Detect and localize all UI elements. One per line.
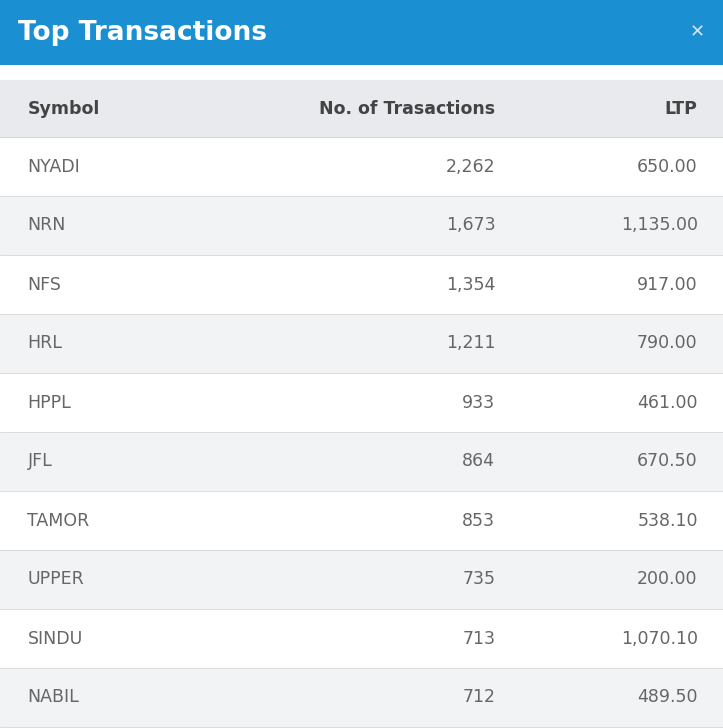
Text: 1,354: 1,354 — [446, 275, 495, 293]
Text: ✕: ✕ — [690, 23, 705, 41]
Bar — [0, 255, 723, 314]
Bar — [0, 137, 723, 196]
Text: 1,135.00: 1,135.00 — [620, 216, 698, 234]
Text: 933: 933 — [462, 394, 495, 411]
Text: NYADI: NYADI — [27, 157, 80, 175]
Text: No. of Trasactions: No. of Trasactions — [319, 100, 495, 117]
Text: Symbol: Symbol — [27, 100, 100, 117]
Bar — [0, 668, 723, 727]
Text: 712: 712 — [462, 689, 495, 706]
Text: 200.00: 200.00 — [637, 571, 698, 588]
Text: 461.00: 461.00 — [637, 394, 698, 411]
Text: Top Transactions: Top Transactions — [18, 20, 267, 45]
Text: 1,070.10: 1,070.10 — [620, 630, 698, 647]
Bar — [0, 65, 723, 80]
Text: NFS: NFS — [27, 275, 61, 293]
Text: 790.00: 790.00 — [637, 334, 698, 352]
Text: SINDU: SINDU — [27, 630, 82, 647]
Text: 917.00: 917.00 — [637, 275, 698, 293]
Text: UPPER: UPPER — [27, 571, 84, 588]
Text: 670.50: 670.50 — [637, 453, 698, 470]
Bar — [0, 196, 723, 255]
Text: 489.50: 489.50 — [637, 689, 698, 706]
Text: HRL: HRL — [27, 334, 62, 352]
Text: LTP: LTP — [665, 100, 698, 117]
Text: 713: 713 — [462, 630, 495, 647]
Text: 864: 864 — [462, 453, 495, 470]
Bar — [0, 314, 723, 373]
Text: 853: 853 — [462, 512, 495, 529]
Bar — [0, 80, 723, 137]
Text: TAMOR: TAMOR — [27, 512, 90, 529]
Text: HPPL: HPPL — [27, 394, 72, 411]
Text: JFL: JFL — [27, 453, 52, 470]
Text: 538.10: 538.10 — [637, 512, 698, 529]
Bar — [0, 609, 723, 668]
Text: NABIL: NABIL — [27, 689, 80, 706]
Bar — [0, 491, 723, 550]
Text: 1,673: 1,673 — [445, 216, 495, 234]
Bar — [0, 550, 723, 609]
Text: 1,211: 1,211 — [446, 334, 495, 352]
Bar — [0, 373, 723, 432]
Text: NRN: NRN — [27, 216, 66, 234]
Text: 2,262: 2,262 — [445, 157, 495, 175]
Bar — [0, 0, 723, 65]
Bar — [0, 432, 723, 491]
Text: 650.00: 650.00 — [637, 157, 698, 175]
Text: 735: 735 — [462, 571, 495, 588]
